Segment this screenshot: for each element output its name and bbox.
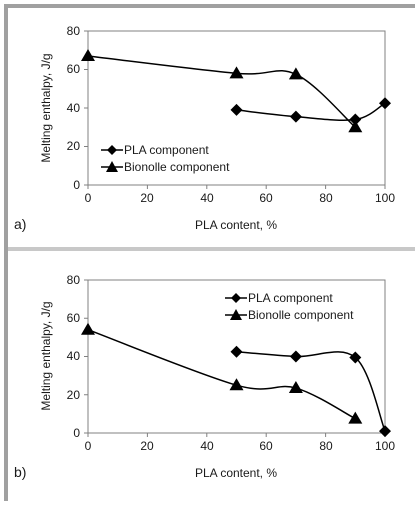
data-point-a-1-3 bbox=[348, 120, 363, 133]
series-lines-a bbox=[87, 55, 386, 128]
legend-a-diamond-marker bbox=[107, 145, 117, 155]
panel-label-a: a) bbox=[14, 216, 26, 232]
series-line-a-0 bbox=[236, 102, 386, 122]
data-point-b-0-0 bbox=[230, 345, 243, 358]
x-tick-label-b-0: 0 bbox=[85, 439, 92, 453]
y-tick-label-a-3: 60 bbox=[67, 62, 81, 76]
legend-a-label-0: PLA component bbox=[124, 143, 209, 157]
data-point-b-1-1 bbox=[229, 378, 244, 391]
top-border bbox=[4, 4, 415, 8]
data-point-b-1-2 bbox=[288, 381, 303, 394]
data-point-a-0-0 bbox=[230, 103, 243, 116]
x-tick-label-b-2: 40 bbox=[200, 439, 214, 453]
y-tick-label-b-2: 40 bbox=[67, 349, 81, 363]
legend-b-diamond-marker bbox=[231, 293, 241, 303]
x-tick-lines-b bbox=[87, 433, 386, 437]
series-line-b-1 bbox=[87, 329, 356, 420]
y-tick-label-b-3: 60 bbox=[67, 311, 81, 325]
y-tick-lines-b bbox=[84, 279, 88, 434]
y-tick-label-b-1: 20 bbox=[67, 388, 81, 402]
y-tick-label-b-4: 80 bbox=[67, 273, 81, 287]
x-axis-label-a: PLA content, % bbox=[195, 218, 277, 232]
legend-a: PLA component Bionolle component bbox=[101, 143, 230, 174]
series-markers-a bbox=[81, 49, 391, 133]
series-line-a-1 bbox=[87, 55, 356, 128]
data-point-b-1-0 bbox=[81, 322, 95, 335]
x-tick-label-a-0: 0 bbox=[85, 191, 92, 205]
chart-panel-b: 0 20 40 60 80 0 20 40 60 80 100 PLA cont… bbox=[14, 273, 395, 480]
y-tick-label-a-2: 40 bbox=[67, 101, 81, 115]
series-lines-b bbox=[87, 329, 386, 432]
data-point-a-1-2 bbox=[288, 67, 303, 80]
data-point-a-0-1 bbox=[289, 110, 302, 123]
series-line-b-0 bbox=[236, 350, 386, 432]
y-tick-label-a-1: 20 bbox=[67, 139, 81, 153]
data-point-b-1-3 bbox=[348, 411, 363, 424]
panel-divider bbox=[8, 247, 415, 251]
y-tick-label-a-0: 0 bbox=[73, 178, 80, 192]
data-point-a-1-1 bbox=[229, 66, 244, 79]
data-point-b-0-2 bbox=[349, 351, 362, 364]
x-tick-label-b-5: 100 bbox=[375, 439, 395, 453]
x-tick-label-a-5: 100 bbox=[375, 191, 395, 205]
data-point-b-0-1 bbox=[289, 350, 302, 363]
x-tick-label-a-2: 40 bbox=[200, 191, 214, 205]
chart-panel-a: 0 20 40 60 80 0 20 40 60 80 100 PLA cont… bbox=[14, 24, 395, 232]
legend-b-triangle-marker bbox=[230, 309, 242, 320]
data-point-a-0-3 bbox=[379, 97, 391, 110]
y-tick-label-b-0: 0 bbox=[73, 426, 80, 440]
y-axis-label-b: Melting enthalpy, J/g bbox=[39, 301, 53, 410]
x-tick-label-a-3: 60 bbox=[259, 191, 273, 205]
y-axis-label-a: Melting enthalpy, J/g bbox=[39, 53, 53, 162]
left-border bbox=[4, 4, 8, 501]
x-tick-label-b-1: 20 bbox=[140, 439, 154, 453]
data-point-b-0-3 bbox=[379, 425, 391, 438]
x-tick-label-a-4: 80 bbox=[319, 191, 333, 205]
y-tick-lines-a bbox=[84, 30, 88, 186]
legend-b: PLA component Bionolle component bbox=[225, 291, 354, 322]
x-tick-lines-a bbox=[87, 185, 386, 189]
x-tick-label-b-4: 80 bbox=[319, 439, 333, 453]
data-point-a-0-2 bbox=[349, 113, 362, 126]
x-tick-label-b-3: 60 bbox=[259, 439, 273, 453]
data-point-a-1-0 bbox=[81, 49, 95, 62]
series-markers-b bbox=[81, 322, 391, 438]
legend-a-label-1: Bionolle component bbox=[124, 160, 230, 174]
legend-a-triangle-marker bbox=[106, 161, 118, 172]
x-tick-label-a-1: 20 bbox=[140, 191, 154, 205]
y-tick-label-a-4: 80 bbox=[67, 24, 81, 38]
legend-b-label-0: PLA component bbox=[248, 291, 333, 305]
x-axis-label-b: PLA content, % bbox=[195, 466, 277, 480]
panel-label-b: b) bbox=[14, 464, 26, 480]
legend-b-label-1: Bionolle component bbox=[248, 308, 354, 322]
